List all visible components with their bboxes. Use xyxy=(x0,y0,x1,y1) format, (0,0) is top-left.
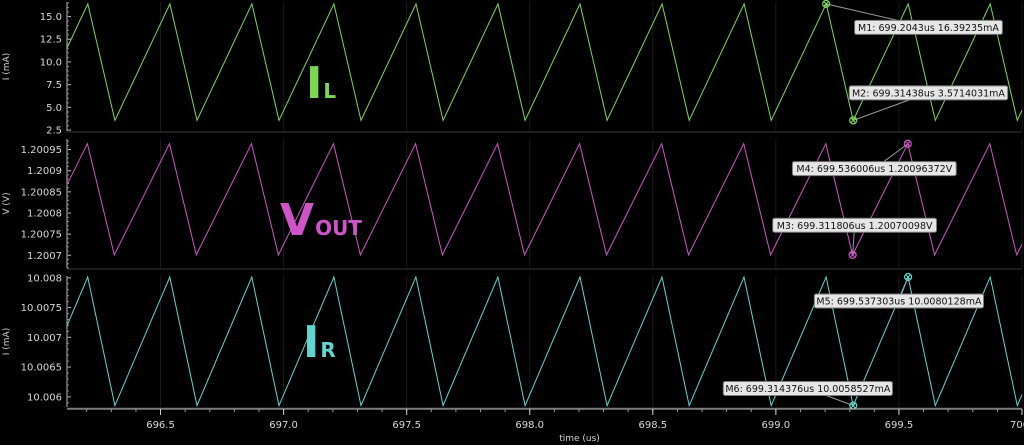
marker-label: M2: 699.31438us 3.5714031mA xyxy=(852,88,1005,99)
x-tick-label: 697.5 xyxy=(392,420,421,431)
signal-label-main: I xyxy=(306,58,322,109)
marker-m5[interactable]: M5: 699.537303us 10.0080128mA xyxy=(813,272,985,309)
marker-cross xyxy=(850,117,856,124)
y-tick-label: 1.2008 xyxy=(27,209,62,220)
marker-label: M6: 699.314376us 10.0058527mA xyxy=(725,384,891,395)
signal-label-sub: OUT xyxy=(315,216,362,240)
marker-label: M1: 699.2043us 16.39235mA xyxy=(858,23,999,34)
x-tick-label: 699.0 xyxy=(762,420,791,431)
x-tick-label: 698.0 xyxy=(515,420,544,431)
marker-m3[interactable]: M3: 699.311806us 1.20070098V xyxy=(772,217,938,259)
marker-point xyxy=(849,116,858,125)
marker-label: M4: 699.536006us 1.20096372V xyxy=(796,164,952,175)
marker-box xyxy=(722,381,893,397)
marker-point xyxy=(903,139,912,148)
x-tick-label: 697.0 xyxy=(269,420,298,431)
signal-label-vout: VOUT xyxy=(280,195,362,246)
marker-point xyxy=(904,272,913,282)
x-axis: 696.5 697.0 697.5 698.0 698.5 699.0 699.5 700 ti… xyxy=(67,408,1024,444)
y-tick-label: 7.5 xyxy=(46,80,62,91)
marker-cross xyxy=(850,402,856,409)
y-tick-label: 1.20085 xyxy=(21,187,62,198)
marker-box xyxy=(772,217,938,233)
y-tick-label: 10.0 xyxy=(40,57,62,68)
marker-label: M5: 699.537303us 10.0080128mA xyxy=(816,297,982,308)
marker-label: M3: 699.311806us 1.20070098V xyxy=(777,221,933,232)
y-tick-label: 5.0 xyxy=(46,103,62,114)
marker-point xyxy=(822,0,831,8)
marker-box xyxy=(813,293,985,309)
y-axis-label: V (V) xyxy=(2,192,12,214)
marker-point xyxy=(848,250,857,259)
y-tick-label: 10.007 xyxy=(27,333,62,344)
marker-cross xyxy=(905,274,911,280)
marker-box xyxy=(854,19,1003,35)
x-tick-label: 700 xyxy=(1010,420,1024,431)
panel-ir: 10.008 10.0075 10.007 10.0065 10.006 I (mA) M5… xyxy=(2,272,1023,410)
marker-cross xyxy=(905,141,911,147)
marker-box xyxy=(791,161,957,177)
y-tick-label: 1.20095 xyxy=(21,145,62,156)
x-tick-label: 696.5 xyxy=(146,420,175,431)
y-tick-label: 1.2007 xyxy=(27,251,62,262)
y-tick-label: 10.0065 xyxy=(21,363,62,374)
y-tick-label: 1.20075 xyxy=(21,230,62,241)
y-axis-label: I (mA) xyxy=(2,328,12,355)
marker-box xyxy=(848,85,1009,101)
marker-m2[interactable]: M2: 699.31438us 3.5714031mA xyxy=(848,85,1009,125)
y-tick-label: 2.5 xyxy=(46,126,62,137)
y-tick-label: 1.2009 xyxy=(27,166,62,177)
signal-label-main: V xyxy=(280,195,314,246)
marker-m6[interactable]: M6: 699.314376us 10.0058527mA xyxy=(722,381,893,410)
vout-waveform xyxy=(66,142,1023,257)
x-tick-label: 699.5 xyxy=(885,420,914,431)
y-tick-label: 10.006 xyxy=(27,392,62,403)
signal-label-il: IL xyxy=(306,58,336,109)
signal-label-ir: IR xyxy=(303,317,336,368)
y-axis-label: I (mA) xyxy=(2,53,12,80)
marker-cross xyxy=(849,252,856,258)
marker-m1[interactable]: M1: 699.2043us 16.39235mA xyxy=(822,0,1003,35)
y-tick-label: 15.0 xyxy=(40,12,62,23)
marker-cross xyxy=(823,1,829,7)
signal-label-main: I xyxy=(303,317,319,368)
x-axis-label: time (us) xyxy=(559,434,600,444)
y-tick-label: 10.008 xyxy=(27,273,62,284)
signal-label-sub: L xyxy=(323,79,336,103)
signal-label-sub: R xyxy=(320,338,335,362)
panel-il: 15.0 12.5 10.0 7.5 5.0 2.5 I (mA) M1: 699.2043u… xyxy=(2,0,1023,137)
y-tick-label: 12.5 xyxy=(40,35,62,46)
marker-m4[interactable]: M4: 699.536006us 1.20096372V xyxy=(791,139,957,177)
panel-vout: 1.20095 1.2009 1.20085 1.2008 1.20075 1.2007 V… xyxy=(2,139,1023,270)
y-tick-label: 10.0075 xyxy=(21,303,62,314)
x-tick-label: 698.5 xyxy=(638,420,667,431)
